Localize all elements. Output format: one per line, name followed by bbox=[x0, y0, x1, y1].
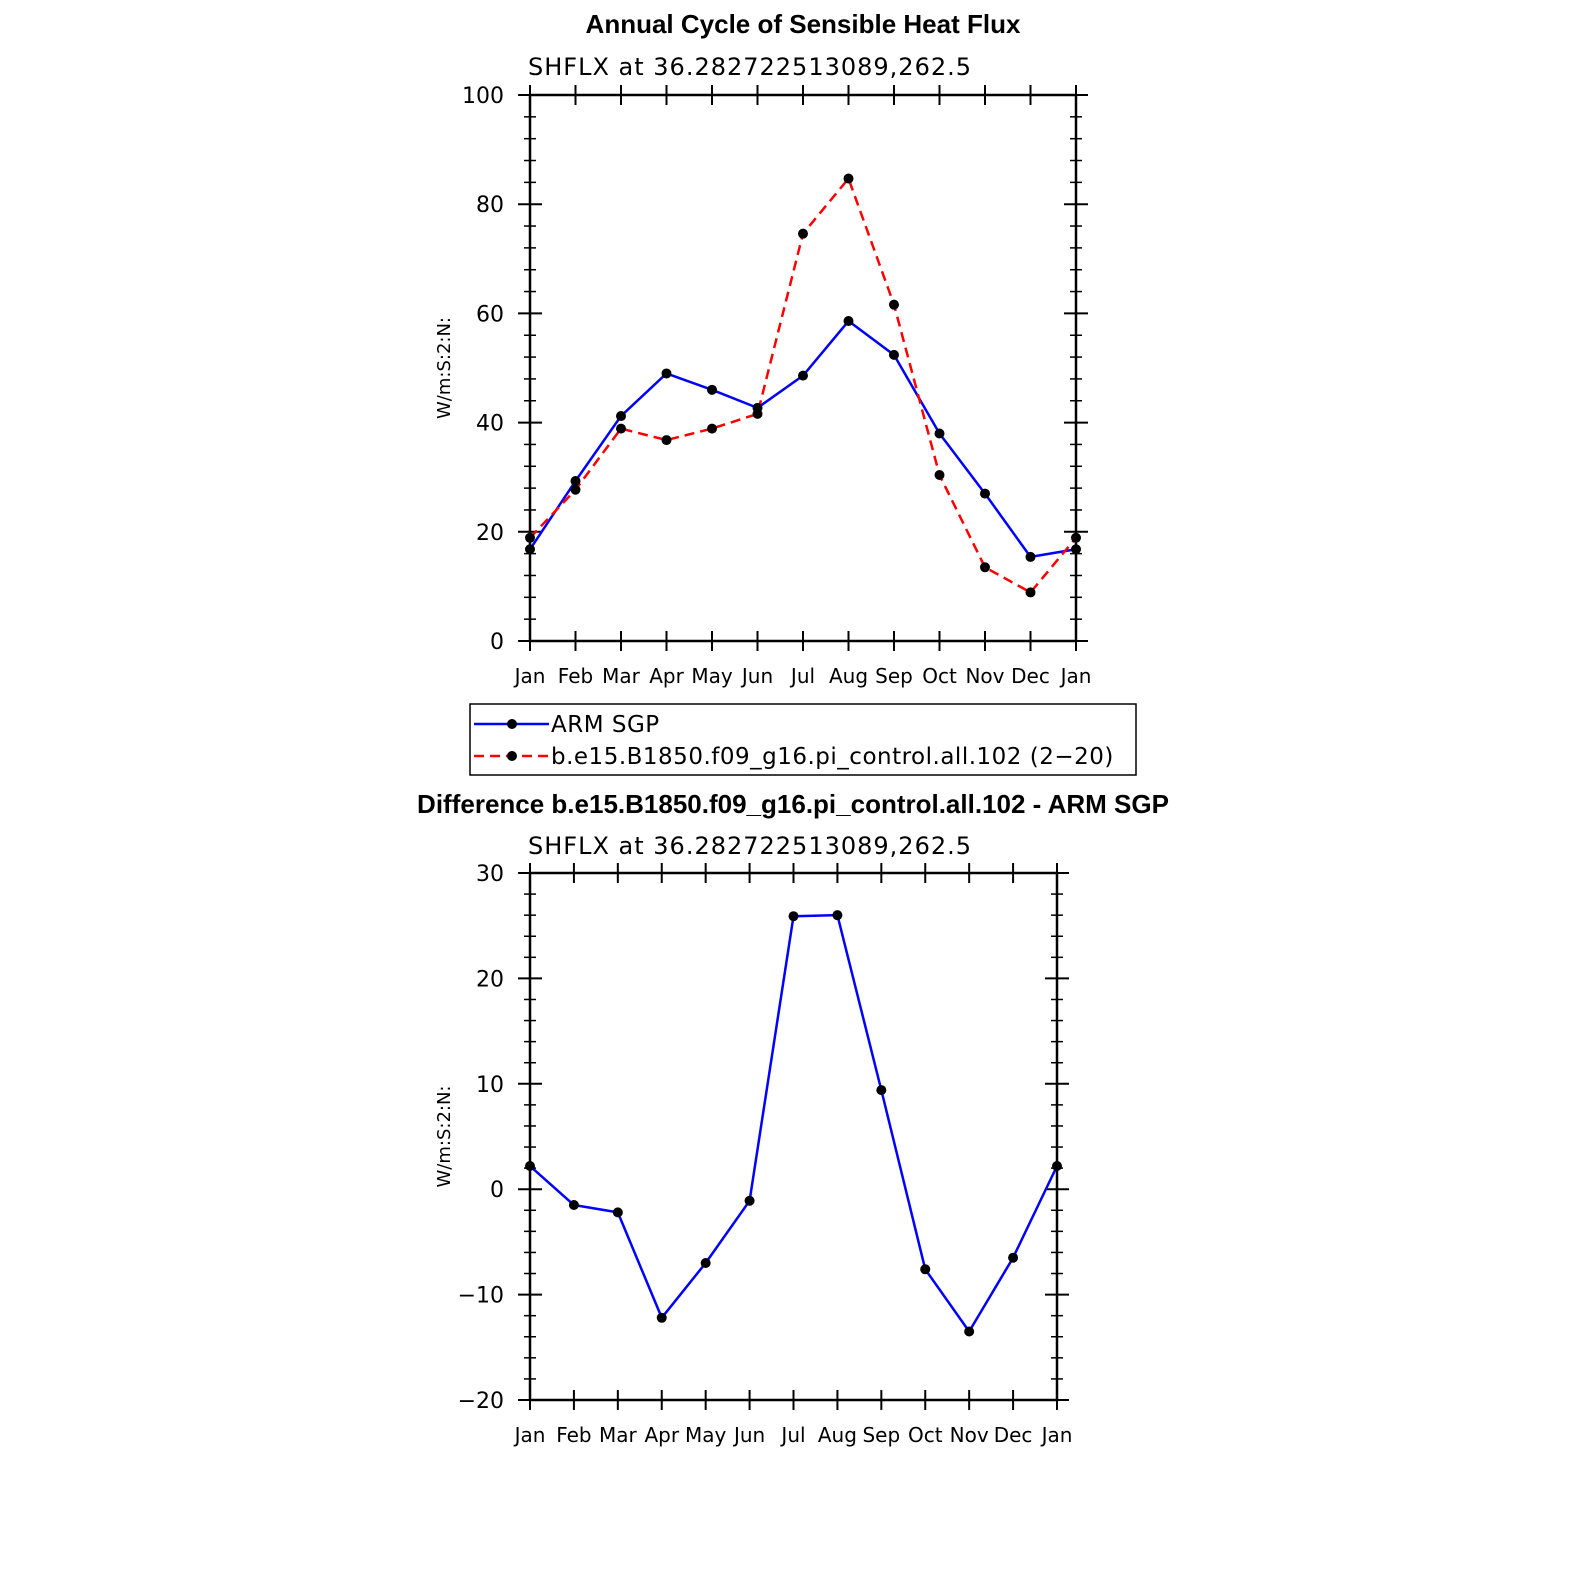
chart-1-ytick-label: 40 bbox=[476, 412, 504, 437]
chart-1-subtitle: SHFLX at 36.282722513089,262.5 bbox=[528, 53, 972, 81]
chart-2-series-0-point bbox=[1052, 1161, 1062, 1172]
chart-2-plot: Jan Feb Mar Apr May Jun Jul Aug Sep Oct Nov Dec Jan−… bbox=[434, 862, 1072, 1447]
chart-2-series-0-point bbox=[612, 1207, 623, 1218]
chart-2-xtick-label: Sep bbox=[862, 1423, 900, 1447]
chart-1-series-0-point bbox=[1025, 551, 1036, 562]
chart-1-series-0-point bbox=[707, 384, 717, 395]
chart-2-frame bbox=[528, 871, 1059, 1402]
chart-2-xtick-label: Jul bbox=[779, 1423, 805, 1447]
chart-1-xtick-label: Mar bbox=[602, 664, 641, 688]
chart-1-series-1-point bbox=[798, 228, 808, 239]
chart-2-xtick-label: Dec bbox=[994, 1423, 1033, 1447]
chart-2-xtick-label: Jan bbox=[1040, 1423, 1073, 1447]
chart-1-series-1-point bbox=[843, 173, 854, 184]
chart-1-series-1-point bbox=[661, 435, 672, 446]
chart-1-xtick-label: Aug bbox=[829, 664, 868, 688]
chart-1-xtick-label: Feb bbox=[558, 664, 593, 688]
chart-1-series-1-point bbox=[934, 470, 945, 481]
legend-marker-arm-sgp bbox=[507, 719, 517, 729]
chart-1-title: Annual Cycle of Sensible Heat Flux bbox=[586, 9, 1021, 39]
chart-2-ytick-label: 10 bbox=[476, 1073, 504, 1098]
chart-1-series-1-line bbox=[529, 177, 1077, 594]
chart-1-plot: Jan Feb Mar Apr May Jun Jul Aug Sep Oct Nov Dec Jan 0… bbox=[434, 84, 1091, 688]
chart-1-xtick-label: Jul bbox=[789, 664, 815, 688]
chart-1-series-0-point bbox=[798, 370, 808, 381]
chart-2-series-0-point bbox=[788, 911, 799, 922]
chart-2-xtick-label: Aug bbox=[818, 1423, 857, 1447]
chart-2-xtick-label: Oct bbox=[908, 1423, 943, 1447]
chart-1-series-0-point bbox=[525, 544, 535, 555]
chart-1-series-0-point bbox=[661, 368, 672, 379]
chart-2-xtick-label: May bbox=[685, 1423, 727, 1447]
chart-1-series-1-point bbox=[707, 423, 717, 434]
chart-2-ytick-label: 20 bbox=[476, 967, 504, 992]
chart-2-xtick-label: Apr bbox=[644, 1423, 679, 1447]
chart-1-series-1-point bbox=[525, 532, 535, 543]
chart-2-series-0-point bbox=[876, 1085, 887, 1096]
chart-2-xtick-label: Nov bbox=[950, 1423, 989, 1447]
chart-2-title: Difference b.e15.B1850.f09_g16.pi_contro… bbox=[417, 789, 1169, 819]
chart-1-series-1-point bbox=[752, 408, 763, 419]
legend: ARM SGP b.e15.B1850.f09_g16.pi_control.a… bbox=[469, 703, 1137, 776]
chart-2-ytick-label: −10 bbox=[458, 1284, 504, 1309]
chart-2-ytick-label: 0 bbox=[490, 1178, 504, 1203]
chart-2-ytick-label: 30 bbox=[476, 862, 504, 887]
chart-2-xtick-label: Jun bbox=[732, 1423, 765, 1447]
legend-label-model: b.e15.B1850.f09_g16.pi_control.all.102 (… bbox=[551, 744, 1114, 770]
legend-label-arm-sgp: ARM SGP bbox=[551, 712, 660, 738]
legend-box bbox=[469, 703, 1137, 776]
chart-2-series-0-point bbox=[964, 1326, 975, 1337]
chart-1-series-0-point bbox=[570, 476, 581, 487]
chart-1-xtick-label: Apr bbox=[649, 664, 684, 688]
chart-2-series-0-line bbox=[529, 913, 1059, 1333]
chart-1-series-1-point bbox=[570, 484, 581, 495]
chart-1-series-1-point bbox=[616, 423, 626, 434]
chart-1-xtick-label: Sep bbox=[875, 664, 913, 688]
chart-1-series-1-point bbox=[980, 562, 990, 573]
chart-2-series-0-point bbox=[832, 910, 843, 921]
chart-1-frame bbox=[528, 93, 1078, 643]
chart-2-subtitle: SHFLX at 36.282722513089,262.5 bbox=[528, 832, 972, 860]
chart-1-series-0-point bbox=[934, 428, 945, 439]
chart-1-series-1-point bbox=[889, 299, 899, 310]
chart-1-series-0-point bbox=[889, 349, 899, 360]
chart-1-xtick-label: Nov bbox=[965, 664, 1004, 688]
chart-1-xtick-label: Oct bbox=[922, 664, 957, 688]
chart-2-ylabel: W/m:S:2:N: bbox=[434, 1086, 455, 1188]
chart-1-xtick-label: Jan bbox=[1059, 664, 1092, 688]
chart-2-ytick-label: −20 bbox=[458, 1389, 504, 1414]
legend-marker-model bbox=[507, 751, 517, 761]
chart-2-series-0-point bbox=[744, 1195, 755, 1206]
chart-2-series-0-point bbox=[1008, 1252, 1019, 1263]
chart-1-xtick-label: Jan bbox=[513, 664, 546, 688]
chart-1-series-1-point bbox=[1071, 532, 1081, 543]
chart-1-series-0-point bbox=[1071, 544, 1081, 555]
chart-2-series-0-point bbox=[920, 1264, 931, 1275]
chart-1-ytick-label: 100 bbox=[462, 84, 504, 109]
chart-2-xtick-label: Feb bbox=[556, 1423, 591, 1447]
chart-1-ytick-label: 0 bbox=[490, 630, 504, 655]
chart-1-ylabel: W/m:S:2:N: bbox=[434, 317, 455, 419]
chart-1-ytick-label: 20 bbox=[476, 521, 504, 546]
chart-1-series-1-point bbox=[1025, 587, 1036, 598]
chart-2-xtick-label: Jan bbox=[513, 1423, 546, 1447]
chart-1-series-0-point bbox=[843, 316, 854, 327]
chart-1-ytick-label: 60 bbox=[476, 302, 504, 327]
chart-2-series-0-point bbox=[656, 1312, 667, 1323]
chart-2-series-0-point bbox=[525, 1161, 535, 1172]
chart-1-series-0-point bbox=[616, 411, 626, 422]
chart-2-xtick-label: Mar bbox=[599, 1423, 638, 1447]
chart-1-ytick-label: 80 bbox=[476, 193, 504, 218]
chart-2-series-0-point bbox=[700, 1257, 711, 1268]
chart-1-xtick-label: Jun bbox=[740, 664, 773, 688]
chart-1-series-0-point bbox=[980, 488, 990, 499]
chart-1-xtick-label: May bbox=[691, 664, 733, 688]
chart-1-xtick-label: Dec bbox=[1011, 664, 1050, 688]
chart-2-series-0-point bbox=[568, 1200, 579, 1211]
